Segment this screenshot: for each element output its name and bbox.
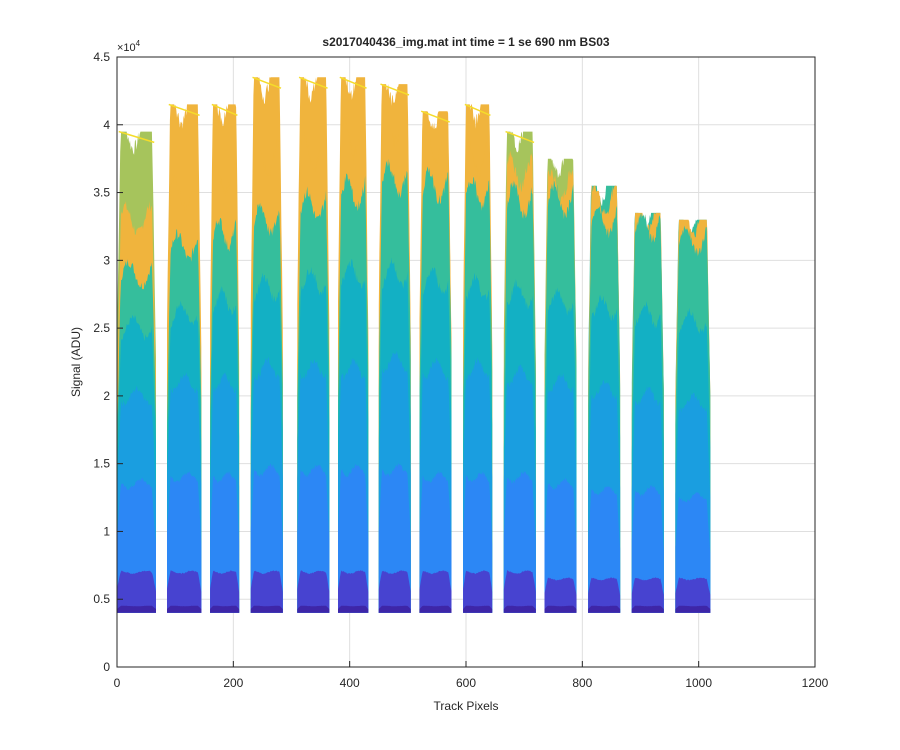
band-layer [297, 605, 330, 613]
x-tick-label: 1000 [685, 676, 712, 690]
band-layer [338, 570, 369, 613]
band-peak-edge [252, 76, 282, 89]
y-tick-label: 0.5 [93, 592, 110, 606]
band-peak-edge [168, 103, 200, 116]
y-axis-label: Signal (ADU) [69, 327, 83, 397]
x-tick-label: 800 [572, 676, 592, 690]
y-tick-label: 3 [103, 253, 110, 267]
y-tick-label: 2.5 [93, 321, 110, 335]
band-layer [675, 605, 711, 613]
band-layer [419, 605, 452, 613]
band-peak-edge [464, 103, 491, 116]
y-tick-label: 1 [103, 524, 110, 538]
band-group [503, 130, 536, 613]
y-exponent-label: ×104 [117, 39, 141, 54]
band-layer [338, 605, 369, 613]
band-layer [378, 570, 411, 613]
y-tick-label: 4.5 [93, 50, 110, 64]
y-exponent-base: ×10 [117, 42, 136, 54]
band-layer [463, 570, 493, 613]
band-layer [631, 577, 664, 613]
band-peak-edge [339, 76, 367, 89]
x-tick-label: 1200 [802, 676, 829, 690]
band-group [378, 83, 411, 613]
x-tick-label: 400 [340, 676, 360, 690]
x-axis-ticks: 0 200 400 600 800 1000 1200 [114, 661, 829, 690]
data-bands [117, 76, 711, 613]
band-layer [117, 570, 156, 613]
band-layer [503, 570, 536, 613]
band-layer [297, 570, 330, 613]
y-tick-label: 1.5 [93, 457, 110, 471]
y-axis-ticks: 0 0.5 1 1.5 2 2.5 3 3.5 4 4.5 [93, 50, 123, 674]
x-tick-label: 600 [456, 676, 476, 690]
chart-title: s2017040436_img.mat int time = 1 se 690 … [322, 35, 609, 49]
y-tick-label: 0 [103, 660, 110, 674]
band-peak-edge [420, 110, 450, 123]
x-tick-label: 0 [114, 676, 121, 690]
band-layer [419, 570, 452, 613]
x-tick-label: 200 [223, 676, 243, 690]
band-group [250, 76, 283, 613]
y-tick-label: 4 [103, 118, 110, 132]
y-tick-label: 3.5 [93, 186, 110, 200]
band-group [117, 130, 156, 613]
band-group [419, 110, 452, 613]
band-group [463, 103, 493, 613]
band-layer [675, 577, 711, 613]
x-axis-label: Track Pixels [434, 699, 499, 713]
band-layer [117, 605, 156, 613]
band-group [210, 103, 240, 613]
y-exponent-power: 4 [136, 39, 141, 48]
band-layer [631, 605, 664, 613]
band-layer [544, 577, 577, 613]
band-peak-edge [505, 130, 535, 144]
band-peak-edge [211, 103, 238, 116]
band-peak-edge [298, 76, 328, 89]
band-layer [378, 605, 411, 613]
band-group [631, 212, 664, 613]
band-layer [167, 570, 202, 613]
band-group [588, 185, 621, 613]
band-layer [250, 570, 283, 613]
band-layer [167, 605, 202, 613]
band-layer [210, 570, 240, 613]
band-layer [210, 605, 240, 613]
band-layer [463, 605, 493, 613]
band-peak-edge [380, 83, 410, 96]
band-group [167, 103, 202, 613]
band-layer [588, 577, 621, 613]
band-group [338, 76, 369, 613]
band-layer [503, 605, 536, 613]
band-layer [250, 605, 283, 613]
band-layer [588, 605, 621, 613]
band-group [544, 158, 577, 613]
band-group [297, 76, 330, 613]
band-layer [544, 605, 577, 613]
band-peak-edge [118, 130, 155, 144]
y-tick-label: 2 [103, 389, 110, 403]
band-group [675, 219, 711, 613]
